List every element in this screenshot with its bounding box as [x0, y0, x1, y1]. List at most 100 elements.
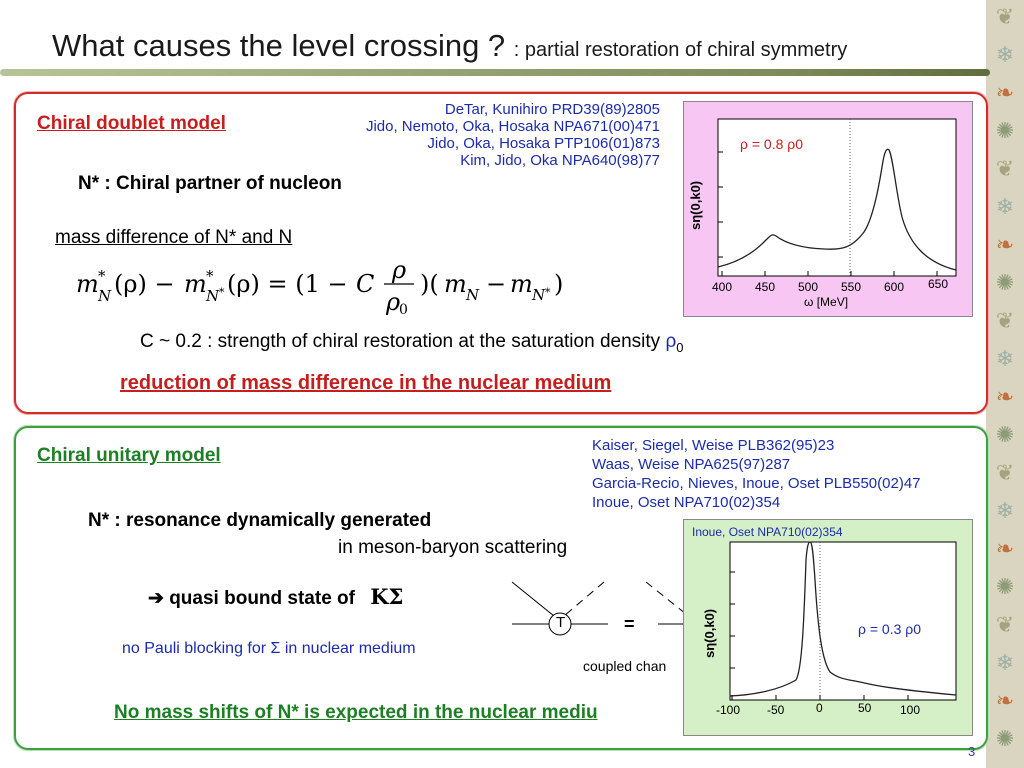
- unitary-conclusion: No mass shifts of N* is expected in the …: [114, 702, 598, 723]
- chiral-doublet-heading: Chiral doublet model: [37, 113, 226, 134]
- plot2-reference: Inoue, Oset NPA710(02)354: [692, 525, 843, 539]
- decorative-leaf-icon: ✺: [995, 574, 1015, 599]
- svg-text:m: m: [76, 270, 99, 298]
- rho-symbol: ρ: [665, 331, 677, 352]
- spectral-plot-unitary: Inoue, Oset NPA710(02)354 ρ = 0.3 ρ0 sη(…: [683, 519, 973, 736]
- svg-text:(ρ) = (1 −: (ρ) = (1 −: [227, 270, 348, 298]
- plot2-density-label: ρ = 0.3 ρ0: [858, 621, 922, 637]
- ref-item: Kim, Jido, Oka NPA640(98)77: [460, 152, 660, 169]
- mass-difference-text: mass difference of N* and N: [55, 227, 293, 248]
- ref-list-1: DeTar, Kunihiro PRD39(89)2805 Jido, Nemo…: [366, 101, 660, 169]
- decorative-leaf-icon: ✺: [995, 726, 1015, 751]
- svg-text:0: 0: [399, 302, 408, 318]
- decorative-leaf-icon: ❦: [995, 156, 1015, 181]
- slide-title: What causes the level crossing ? : parti…: [52, 28, 847, 64]
- diagram-equals: =: [624, 614, 635, 634]
- plot1-x-tick: 650: [928, 277, 949, 291]
- strength-description: C ~ 0.2 : strength of chiral restoration…: [140, 331, 666, 352]
- svg-text:m: m: [184, 270, 207, 298]
- plot2-x-tick: 0: [816, 701, 823, 715]
- svg-text:N: N: [531, 286, 546, 304]
- spectral-plot-doublet: ρ = 0.8 ρ0 sη(0,k0) 400 450 500 550 600 …: [683, 101, 973, 317]
- plot1-x-tick: 450: [755, 280, 776, 294]
- chiral-partner-text: N* : Chiral partner of nucleon: [78, 173, 342, 194]
- svg-text:N: N: [97, 287, 112, 305]
- svg-text:ρ: ρ: [391, 256, 406, 284]
- chiral-doublet-box: [14, 92, 988, 414]
- ref-list-2: Kaiser, Siegel, Weise PLB362(95)23 Waas,…: [592, 436, 921, 512]
- decorative-leaf-strip: ❦ ❄ ❧ ✺ ❦ ❄ ❧ ✺ ❦ ❄ ❧ ✺ ❦ ❄ ❧ ✺ ❦ ❄ ❧ ✺: [986, 0, 1024, 768]
- svg-text:*: *: [206, 267, 214, 285]
- svg-text:C: C: [356, 270, 374, 298]
- decorative-leaf-icon: ❦: [995, 612, 1015, 637]
- ref-item: Waas, Weise NPA625(97)287: [592, 456, 791, 473]
- svg-text:N: N: [205, 287, 220, 305]
- plot1-x-tick: 500: [798, 280, 819, 294]
- decorative-leaf-icon: ❄: [995, 498, 1015, 523]
- title-sub: : partial restoration of chiral symmetry: [513, 39, 848, 61]
- coupled-channel-text: coupled chan: [583, 658, 667, 674]
- decorative-leaf-icon: ✺: [995, 270, 1015, 295]
- plot1-x-tick: 550: [841, 280, 862, 294]
- decorative-leaf-icon: ❄: [995, 346, 1015, 371]
- decorative-leaf-icon: ❧: [995, 536, 1015, 561]
- plot2-x-tick: 100: [900, 703, 921, 717]
- decorative-leaf-icon: ❧: [995, 688, 1015, 713]
- pauli-blocking-text: no Pauli blocking for Σ in nuclear mediu…: [122, 640, 416, 657]
- plot1-x-tick: 600: [884, 280, 905, 294]
- svg-text:*: *: [98, 267, 106, 285]
- arrow-icon: ➔: [148, 588, 170, 609]
- ref-item: Jido, Oka, Hosaka PTP106(01)873: [427, 135, 660, 152]
- plot2-y-axis-label: sη(0,k0): [702, 608, 717, 658]
- decorative-leaf-icon: ❧: [995, 80, 1015, 105]
- plot1-density-label: ρ = 0.8 ρ0: [740, 136, 804, 152]
- mass-formula: m * N (ρ) − m * N * (ρ) = (1 − C ρ ρ 0 )…: [76, 256, 563, 318]
- decorative-leaf-icon: ❄: [995, 194, 1015, 219]
- decorative-leaf-icon: ❄: [995, 650, 1015, 675]
- svg-text:−: −: [486, 270, 506, 298]
- svg-text:*: *: [545, 286, 551, 299]
- title-underline-bar: [0, 69, 990, 76]
- decorative-leaf-icon: ❦: [995, 308, 1015, 333]
- diagram-t-label: T: [556, 614, 566, 631]
- ksigma-symbol: KΣ: [370, 584, 404, 609]
- quasi-bound-text: ➔ quasi bound state of KΣ: [148, 584, 403, 610]
- plot1-x-axis-label: ω [MeV]: [804, 295, 849, 309]
- quasi-bound-label: quasi bound state of: [169, 588, 355, 609]
- decorative-leaf-icon: ✺: [995, 422, 1015, 447]
- plot2-x-tick: -100: [716, 703, 741, 717]
- ref-item: Inoue, Oset NPA710(02)354: [592, 494, 781, 511]
- doublet-conclusion: reduction of mass difference in the nucl…: [120, 372, 612, 394]
- decorative-leaf-icon: ❧: [995, 232, 1015, 257]
- scattering-text: in meson-baryon scattering: [338, 537, 568, 558]
- plot2-x-tick: -50: [767, 703, 785, 717]
- svg-text:): ): [554, 270, 563, 298]
- chiral-unitary-box: [14, 426, 988, 750]
- plot2-canvas: [729, 541, 957, 701]
- page-number: 3: [968, 744, 976, 759]
- rho-subscript: 0: [676, 339, 684, 355]
- decorative-leaf-icon: ❄: [995, 42, 1015, 67]
- svg-text:m: m: [444, 270, 467, 298]
- svg-text:(ρ) −: (ρ) −: [114, 270, 175, 298]
- plot1-canvas: [717, 118, 957, 277]
- title-main: What causes the level crossing ?: [52, 28, 506, 63]
- ref-item: Kaiser, Siegel, Weise PLB362(95)23: [592, 437, 835, 454]
- strength-text: C ~ 0.2 : strength of chiral restoration…: [140, 331, 683, 355]
- decorative-leaf-icon: ❦: [995, 4, 1015, 29]
- ref-item: Garcia-Recio, Nieves, Inoue, Oset PLB550…: [592, 475, 921, 492]
- ref-item: DeTar, Kunihiro PRD39(89)2805: [444, 101, 660, 118]
- svg-text:m: m: [510, 270, 533, 298]
- decorative-leaf-icon: ❧: [995, 384, 1015, 409]
- svg-text:N: N: [465, 286, 480, 304]
- plot1-y-axis-label: sη(0,k0): [688, 180, 703, 230]
- plot1-x-tick: 400: [712, 280, 733, 294]
- plot2-x-tick: 50: [858, 701, 872, 715]
- chiral-unitary-heading: Chiral unitary model: [37, 445, 221, 466]
- decorative-leaf-icon: ✺: [995, 118, 1015, 143]
- resonance-text: N* : resonance dynamically generated: [88, 510, 432, 531]
- scattering-diagram: [511, 581, 687, 636]
- svg-text:ρ: ρ: [385, 288, 400, 316]
- ref-item: Jido, Nemoto, Oka, Hosaka NPA671(00)471: [365, 118, 660, 135]
- decorative-leaf-icon: ❦: [995, 460, 1015, 485]
